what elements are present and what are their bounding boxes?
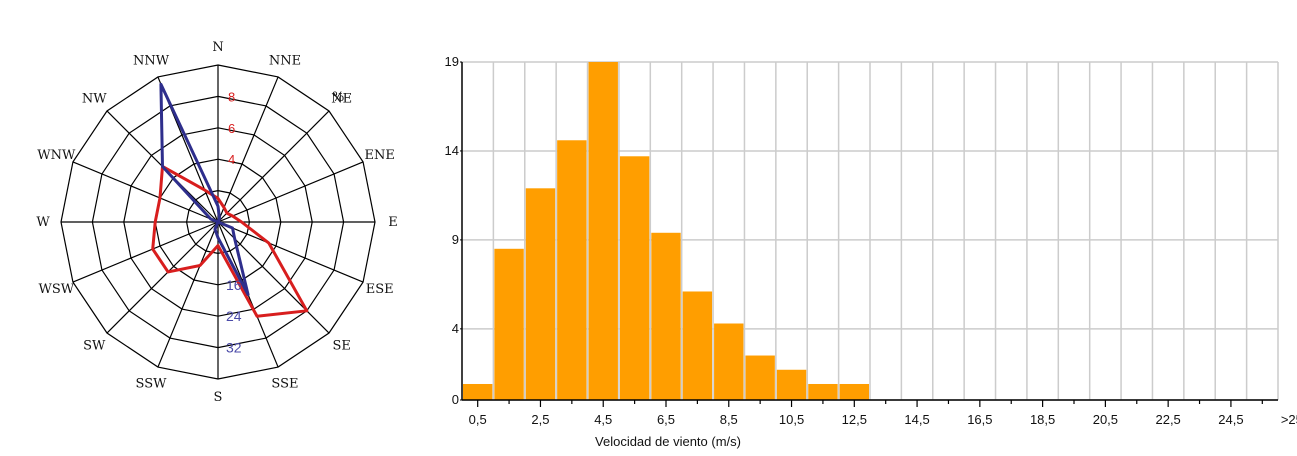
wind-rose-spoke xyxy=(72,161,219,223)
wind-rose-direction-label: SE xyxy=(333,339,351,354)
wind-rose-percent-unit: % xyxy=(332,90,344,105)
wind-rose-direction-label: NW xyxy=(82,91,107,106)
histogram-bar xyxy=(463,383,493,400)
histogram-x-axis-title: Velocidad de viento (m/s) xyxy=(595,434,741,449)
histogram-y-tick-label: 4 xyxy=(452,321,459,336)
wind-rose-chart: N NNE NE ENE E ESE SE SSE S SSW SW WSW W WNW NW NNW 4 6 8… xyxy=(36,40,397,405)
histogram-x-tick-label: 2,5 xyxy=(531,412,549,427)
wind-rose-spoke xyxy=(106,221,219,334)
wind-rose-direction-label: S xyxy=(214,390,223,405)
wind-rose-red-scale-label: 6 xyxy=(228,121,235,136)
wind-rose-blue-scale-label: 16 xyxy=(226,277,242,293)
histogram-x-tick-label: 20,5 xyxy=(1093,412,1118,427)
wind-rose-red-scale-label: 8 xyxy=(228,89,235,104)
histogram-bar xyxy=(494,248,524,400)
histogram-x-tick-label: 16,5 xyxy=(967,412,992,427)
wind-rose-direction-label: NE xyxy=(331,91,352,106)
wind-rose-spoke xyxy=(217,110,330,223)
histogram-y-tick-label: 19 xyxy=(445,54,459,69)
wind-rose-series xyxy=(151,82,309,318)
histogram-bars xyxy=(463,62,869,400)
histogram-x-tick-label: 8,5 xyxy=(720,412,738,427)
wind-rose-spoke xyxy=(217,161,364,223)
histogram-x-tick-label: 0,5 xyxy=(469,412,487,427)
histogram-bar xyxy=(619,156,650,400)
wind-rose-direction-label: E xyxy=(388,215,398,230)
histogram-bar xyxy=(745,355,775,400)
histogram-bar xyxy=(808,383,838,400)
histogram-x-tick-label: 4,5 xyxy=(594,412,612,427)
wind-rose-direction-label: W xyxy=(36,215,50,230)
histogram-axes xyxy=(461,62,1278,407)
histogram-x-tick-label: 10,5 xyxy=(779,412,804,427)
histogram-y-tick-label: 14 xyxy=(445,143,459,158)
histogram-x-tick-labels: 0,5 2,5 4,5 6,5 8,5 10,5 12,5 14,5 16,5 18,5 20,5 2… xyxy=(469,412,1297,427)
histogram-y-tick-label: 9 xyxy=(452,232,459,247)
histogram-bar xyxy=(839,383,869,400)
wind-rose-direction-labels: N NNE NE ENE E ESE SE SSE S SSW SW WSW W WNW NW NNW xyxy=(36,40,397,405)
histogram-x-tick-label: 18,5 xyxy=(1030,412,1055,427)
wind-rose-blue-scale-label: 24 xyxy=(226,308,242,324)
histogram-bar xyxy=(682,291,713,400)
histogram-y-tick-labels: 0 4 9 14 19 xyxy=(445,54,462,407)
wind-rose-red-scale-label: 4 xyxy=(228,152,235,167)
wind-rose-ring-labels: 4 6 8 16 24 32 xyxy=(226,89,242,355)
histogram-x-tick-label: 14,5 xyxy=(904,412,929,427)
histogram-y-tick-label: 0 xyxy=(452,392,459,407)
wind-rose-direction-label: NNW xyxy=(133,53,170,68)
wind-rose-series-red xyxy=(151,164,309,318)
wind-rose-direction-label: NNE xyxy=(269,53,301,68)
wind-rose-direction-label: WNW xyxy=(37,148,76,163)
histogram-x-tick-label: 6,5 xyxy=(657,412,675,427)
histogram-bar xyxy=(714,323,744,400)
wind-rose-direction-label: ESE xyxy=(366,282,394,297)
wind-rose-direction-label: SSW xyxy=(136,377,168,392)
wind-rose-spoke xyxy=(72,221,219,283)
histogram-bar xyxy=(776,369,807,400)
wind-rose-direction-label: SSE xyxy=(271,377,298,392)
wind-rose-direction-label: N xyxy=(212,40,223,55)
wind-rose-blue-scale-label: 32 xyxy=(226,340,242,356)
wind-rose-series-blue xyxy=(159,82,250,297)
wind-rose-direction-label: SW xyxy=(83,339,106,354)
histogram-bar xyxy=(588,62,618,400)
histogram-bar xyxy=(525,188,556,400)
histogram-x-tick-label: 22,5 xyxy=(1155,412,1180,427)
wind-rose-direction-label: ENE xyxy=(364,148,394,163)
histogram-bar xyxy=(557,140,587,400)
histogram-bar xyxy=(651,232,681,400)
histogram-x-tick-label: 24,5 xyxy=(1218,412,1243,427)
histogram-x-tick-label: >25, xyxy=(1281,412,1297,427)
wind-rose-spoke xyxy=(217,76,279,223)
histogram-x-tick-label: 12,5 xyxy=(842,412,867,427)
wind-rose-direction-label: WSW xyxy=(39,282,75,297)
wind-rose-spoke xyxy=(157,221,219,368)
wind-rose-spoke xyxy=(217,221,364,283)
